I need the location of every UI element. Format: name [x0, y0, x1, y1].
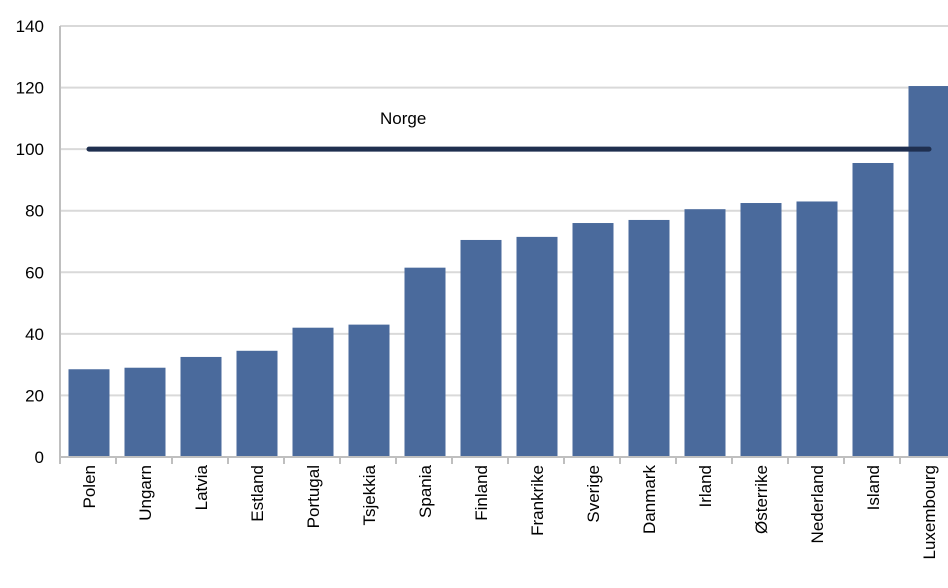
x-category-label: Portugal — [304, 465, 323, 528]
x-category-label: Danmark — [640, 465, 659, 534]
bar-nederland — [797, 201, 838, 457]
x-category-label: Nederland — [808, 465, 827, 543]
bar-sverige — [573, 223, 614, 457]
bar-frankrike — [517, 237, 558, 457]
y-tick-label: 80 — [25, 202, 44, 221]
y-tick-label: 0 — [35, 448, 44, 467]
x-category-label: Frankrike — [528, 465, 547, 536]
y-tick-label: 60 — [25, 263, 44, 282]
bar-irland — [685, 209, 726, 457]
bar-ungarn — [125, 368, 166, 457]
bar-finland — [461, 240, 502, 457]
bar-estland — [237, 351, 278, 457]
x-category-label: Polen — [80, 465, 99, 508]
x-category-label: Luxembourg — [920, 465, 939, 560]
y-tick-label: 20 — [25, 386, 44, 405]
x-category-label: Østerrike — [752, 465, 771, 534]
bar-tsjekkia — [349, 325, 390, 457]
x-category-label: Latvia — [192, 464, 211, 510]
bar-luxembourg — [909, 86, 948, 457]
bar-portugal — [293, 328, 334, 457]
bar-polen — [69, 369, 110, 457]
reference-line-label: Norge — [380, 109, 426, 128]
y-tick-label: 40 — [25, 325, 44, 344]
bar-latvia — [181, 357, 222, 457]
x-category-label: Finland — [472, 465, 491, 521]
y-tick-label: 100 — [16, 140, 44, 159]
y-tick-label: 120 — [16, 79, 44, 98]
bar-østerrike — [741, 203, 782, 457]
x-category-label: Irland — [696, 465, 715, 508]
bar-island — [853, 163, 894, 457]
x-axis-labels: Polen Ungarn Latvia Estland Portugal Tsjekkia… — [80, 464, 939, 559]
x-category-label: Sverige — [584, 465, 603, 523]
y-axis-ticks: 0 20 40 60 80 100 120 140 — [16, 17, 44, 467]
bar-spania — [405, 268, 446, 457]
x-category-label: Estland — [248, 465, 267, 522]
bar-danmark — [629, 220, 670, 457]
x-category-label: Tsjekkia — [360, 464, 379, 525]
reference-line-group: Norge — [89, 109, 929, 149]
x-category-label: Ungarn — [136, 465, 155, 521]
x-category-label: Island — [864, 465, 883, 510]
x-category-label: Spania — [416, 464, 435, 517]
y-tick-label: 140 — [16, 17, 44, 36]
